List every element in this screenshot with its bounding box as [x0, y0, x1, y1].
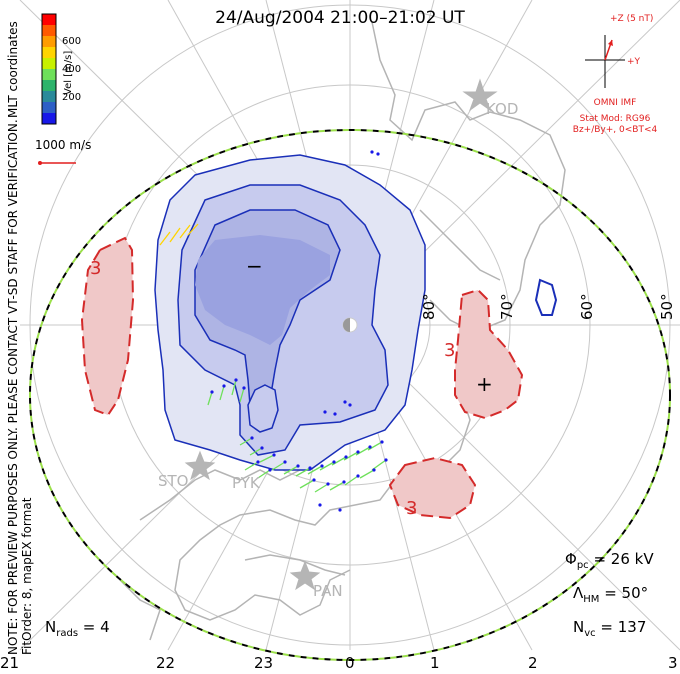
colorbar-segment — [42, 80, 56, 92]
colorbar-tick-200: 200 — [62, 92, 82, 103]
stat-n-vc-symbol: N — [573, 618, 585, 636]
station-label-sto: STO — [158, 472, 189, 490]
stat-phi-pc: Φpc = 26 kV — [565, 550, 654, 571]
colorbar-segment — [42, 58, 56, 70]
stat-n-vc: Nvc = 137 — [573, 618, 646, 639]
station-marker-pan — [289, 560, 321, 591]
imf-clock — [585, 35, 625, 88]
station-label-pyk: PYK — [232, 474, 260, 492]
mlt-label-22: 22 — [156, 654, 176, 672]
colorbar — [41, 13, 57, 125]
negative-contour-core — [195, 235, 330, 345]
stat-phi-pc-value: = 26 kV — [588, 550, 654, 568]
stat-lambda-hm-value: = 50° — [599, 584, 649, 602]
mlt-label-2: 2 — [528, 654, 538, 672]
preview-note: NOTE: FOR PREVIEW PURPOSES ONLY. PLEASE … — [6, 119, 20, 655]
imf-condition: Bz+/By+, 0<BT<4 — [572, 125, 658, 135]
mlt-coordinates-label: MLT coordinates — [6, 21, 20, 118]
mlt-label-3: 3 — [668, 654, 678, 672]
mlt-label-21: 21 — [0, 654, 20, 672]
imf-stat-mod: Stat Mod: RG96 — [579, 114, 651, 124]
map-title: 24/Aug/2004 21:00–21:02 UT — [215, 8, 465, 28]
colorbar-segment — [42, 91, 56, 103]
stat-lambda-hm-sub: HM — [583, 594, 600, 605]
stat-phi-pc-symbol: Φ — [565, 550, 577, 568]
imf-y-label: +Y — [627, 57, 641, 67]
imf-z-label: +Z (5 nT) — [610, 14, 654, 24]
positive-cell-left — [80, 236, 135, 417]
stat-n-rads-value: = 4 — [78, 618, 110, 636]
negative-cells — [154, 154, 426, 471]
velocity-vectors — [159, 150, 388, 512]
hm-boundary-green — [29, 129, 671, 661]
colorbar-frame — [41, 13, 57, 125]
positive-cell-lower — [388, 456, 477, 520]
imf-source: OMNI IMF — [593, 98, 637, 108]
scale-vector — [38, 161, 76, 165]
hm-boundary-black — [29, 129, 671, 661]
potential-minimum-marker: − — [246, 254, 263, 278]
stat-lambda-hm: ΛHM = 50° — [573, 584, 648, 605]
stat-phi-pc-sub: pc — [576, 560, 589, 571]
mlt-label-23: 23 — [254, 654, 274, 672]
positive-cell-main — [454, 288, 524, 420]
stat-n-rads-symbol: N — [45, 618, 57, 636]
colorbar-segment — [42, 36, 56, 48]
colorbar-segment — [42, 69, 56, 81]
colorbar-tick-600: 600 — [62, 36, 82, 47]
stat-n-vc-sub: vc — [584, 628, 596, 639]
potential-maximum-marker: + — [476, 372, 493, 396]
colorbar-segment — [42, 113, 56, 125]
stat-n-vc-value: = 137 — [595, 618, 647, 636]
latitude-label-50: 50° — [658, 293, 676, 320]
scale-vector-label: 1000 m/s — [35, 138, 92, 152]
contour-label-right: 3 — [444, 340, 456, 361]
stat-lambda-hm-symbol: Λ — [573, 584, 584, 602]
colorbar-segment — [42, 25, 56, 37]
station-label-pan: PAN — [313, 582, 343, 600]
pole-marker — [342, 317, 358, 333]
mlt-label-0: 0 — [345, 654, 355, 672]
contour-label-lower: 3 — [406, 498, 418, 519]
station-marker-kod — [462, 78, 498, 112]
stat-n-rads-sub: rads — [56, 628, 79, 639]
latitude-label-70: 70° — [498, 293, 516, 320]
positive-cell-small — [534, 278, 558, 316]
fit-order-note: FitOrder: 8, mapEX format — [20, 497, 34, 655]
colorbar-tick-400: 400 — [62, 64, 82, 75]
station-label-kod: KOD — [486, 100, 519, 118]
latitude-label-80: 80° — [420, 293, 438, 320]
station-marker-sto — [184, 450, 216, 481]
station-markers — [184, 78, 498, 591]
stat-n-rads: Nrads = 4 — [45, 618, 110, 639]
latitude-label-60: 60° — [578, 293, 596, 320]
negative-contour-lobe — [247, 384, 279, 433]
contour-label-left: 3 — [90, 258, 102, 279]
positive-cells — [80, 236, 558, 520]
colorbar-segment — [42, 47, 56, 59]
colorbar-segment — [42, 14, 56, 26]
colorbar-segment — [42, 102, 56, 114]
mlt-label-1: 1 — [430, 654, 440, 672]
